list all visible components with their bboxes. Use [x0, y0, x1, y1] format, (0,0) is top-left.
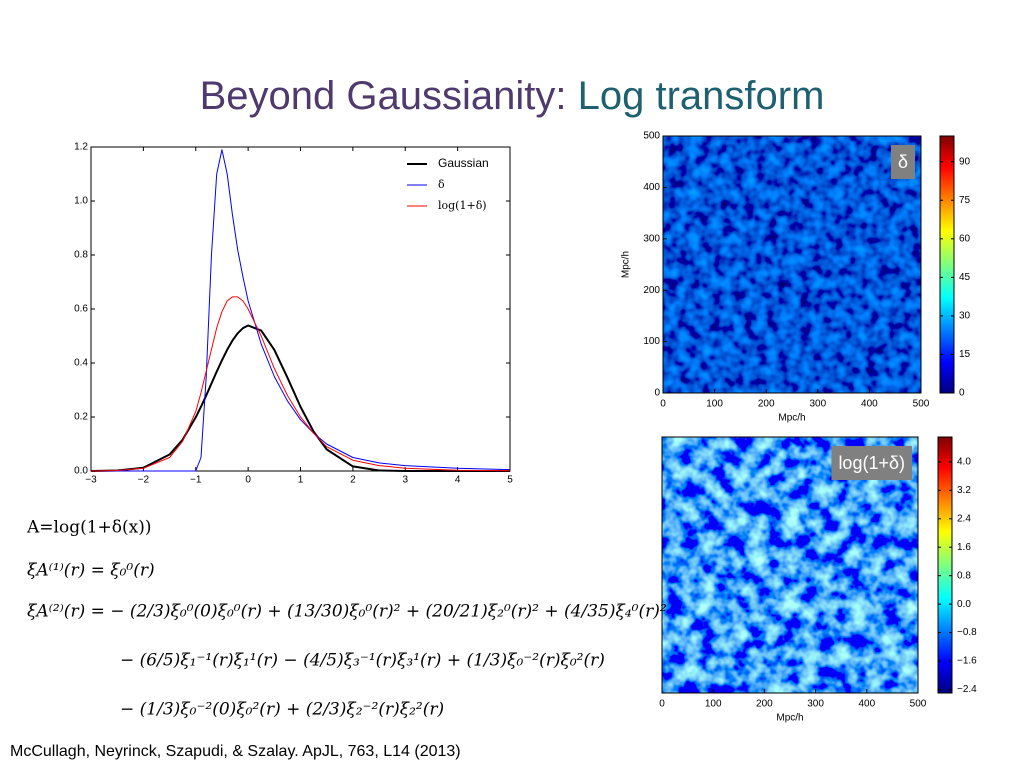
x-tick-label: 1: [298, 475, 304, 486]
x-tick-label: 3: [402, 475, 408, 486]
x-tick-label: −2: [138, 475, 150, 486]
y-tick-label: 300: [643, 233, 660, 244]
colorbar-tick-label: 90: [959, 156, 971, 167]
colorbar-tick-label: 2.4: [957, 513, 971, 524]
series-line: [90, 324, 510, 472]
colorbar-tick-label: 15: [959, 349, 971, 360]
legend-label: Gaussian: [438, 156, 489, 170]
colorbar-tick-label: 4.0: [957, 457, 971, 468]
x-tick-label: 400: [861, 399, 878, 410]
panel-label: log(1+δ): [838, 453, 905, 473]
colorbar-tick-label: 1.6: [957, 542, 971, 553]
y-tick-label: 1.0: [74, 196, 88, 207]
y-tick-label: 1.2: [74, 142, 88, 153]
y-tick-label: 200: [643, 285, 660, 296]
y-tick-label: 0.6: [74, 304, 88, 315]
colorbar-tick-label: 0.8: [957, 570, 971, 581]
colorbar-tick-label: 0: [959, 388, 965, 399]
x-tick-label: −1: [190, 475, 202, 486]
y-tick-label: 0.4: [74, 358, 88, 369]
x-tick-label: 500: [910, 699, 927, 710]
heatmap-image: [663, 136, 921, 393]
colorbar-tick-label: 75: [959, 195, 971, 206]
y-tick-label: 400: [643, 182, 660, 193]
y-tick-label: 500: [643, 131, 660, 142]
plot-frame: [90, 146, 511, 472]
y-tick-label: 100: [643, 336, 660, 347]
x-tick-label: 100: [706, 399, 723, 410]
equation: − (6/5)ξ₁⁻¹(r)ξ₁¹(r) − (4/5)ξ₃⁻¹(r)ξ₃¹(r…: [120, 651, 605, 671]
equation: ξA⁽¹⁾(r) = ξ₀⁰(r): [27, 561, 155, 581]
x-tick-label: 0: [660, 399, 666, 410]
citation: McCullagh, Neyrinck, Szapudi, & Szalay. …: [10, 743, 461, 760]
x-tick-label: 5: [507, 475, 513, 486]
colorbar-tick-label: 45: [959, 272, 971, 283]
title-highlight: Log transform: [578, 74, 825, 118]
title-main: Beyond Gaussianity:: [200, 74, 567, 118]
colorbar-tick-label: 0.0: [957, 599, 971, 610]
x-tick-label: 0: [245, 475, 251, 486]
x-tick-label: 4: [455, 475, 461, 486]
panel-label-box: [890, 145, 915, 179]
plot-frame: [661, 436, 919, 694]
colorbar-tick-label: 30: [959, 311, 971, 322]
colorbar-tick-label: 3.2: [957, 485, 971, 496]
colorbar-tick-label: −2.4: [957, 684, 977, 695]
equation: ξA⁽²⁾(r) = − (2/3)ξ₀⁰(0)ξ₀⁰(r) + (13/30)…: [27, 602, 667, 622]
colorbar-tick-label: 60: [959, 233, 971, 244]
equation: A=log(1+δ(x)): [26, 518, 152, 538]
plot-frame: [662, 135, 922, 394]
x-tick-label: 400: [858, 699, 875, 710]
series-line: [91, 149, 511, 472]
x-tick-label: 300: [809, 399, 826, 410]
equation: − (1/3)ξ₀⁻²(0)ξ₀²(r) + (2/3)ξ₂⁻²(r)ξ₂²(r…: [120, 700, 444, 720]
colorbar-tick-label: −0.8: [957, 627, 977, 638]
x-tick-label: 0: [659, 699, 665, 710]
x-tick-label: 200: [756, 699, 773, 710]
panel-label: δ: [898, 152, 908, 172]
series-line: [90, 296, 511, 472]
colorbar-tick-label: −1.6: [957, 656, 977, 667]
colorbar: [937, 436, 953, 694]
x-tick-label: −3: [85, 475, 97, 486]
legend-label: log(1+δ): [438, 199, 487, 212]
y-tick-label: 0.2: [74, 412, 88, 423]
slide-title: Beyond Gaussianity: Log transform: [200, 74, 825, 118]
y-tick-label: 0: [654, 388, 660, 399]
y-tick-label: 0.8: [74, 250, 88, 261]
legend-label: δ: [438, 178, 445, 191]
x-tick-label: 2: [350, 475, 356, 486]
y-axis-label: Mpc/h: [621, 251, 632, 278]
x-axis-label: Mpc/h: [778, 413, 805, 424]
x-tick-label: 500: [913, 399, 930, 410]
x-tick-label: 300: [807, 699, 824, 710]
colorbar: [939, 135, 955, 394]
x-tick-label: 200: [758, 399, 775, 410]
y-tick-label: 0.0: [74, 466, 88, 477]
panel-label-box: [831, 446, 912, 480]
x-tick-label: 100: [705, 699, 722, 710]
x-axis-label: Mpc/h: [776, 713, 803, 724]
